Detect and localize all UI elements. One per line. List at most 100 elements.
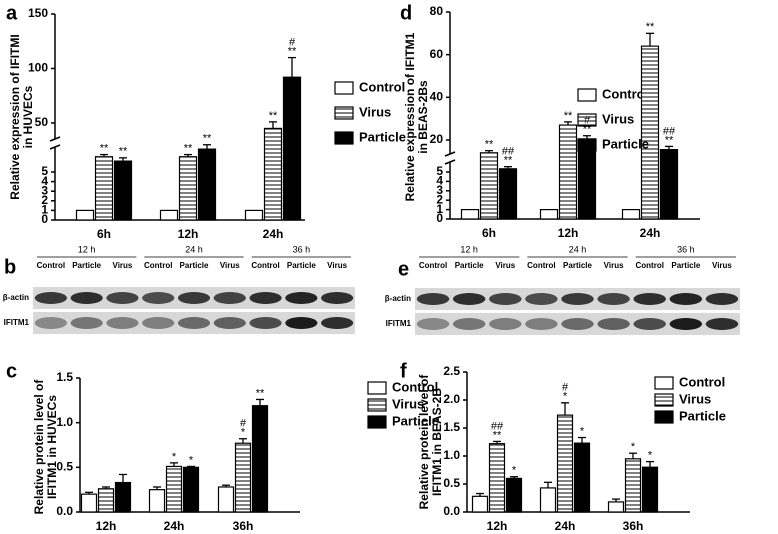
significance-mark: **: [203, 133, 212, 145]
legend-swatch: [654, 393, 674, 407]
blot-lane-label: Particle: [455, 261, 484, 270]
bar: [471, 495, 489, 513]
y-axis-label: Relative protein level of: [417, 374, 431, 510]
legend-label: Control: [392, 379, 438, 394]
blot-lane-label: Control: [636, 261, 664, 270]
blot-band: [142, 317, 175, 329]
significance-mark: **: [269, 110, 278, 122]
bar: [178, 156, 198, 221]
axis-break: [49, 136, 61, 142]
legend-swatch: [577, 138, 597, 152]
x-tick-label: 12h: [96, 519, 117, 533]
bar: [148, 489, 166, 513]
blot-band: [249, 317, 282, 329]
bar: [488, 443, 506, 513]
error-bar: [544, 481, 552, 488]
y-tick-label: 60: [430, 47, 444, 61]
error-bar: [578, 436, 586, 444]
blot-band: [321, 317, 354, 329]
error-bar: [583, 135, 591, 139]
y-tick-label: 3: [436, 183, 443, 197]
significance-mark: **: [665, 134, 674, 146]
blot-band: [106, 317, 139, 329]
error-bar: [612, 498, 620, 502]
y-tick-label: 4: [436, 174, 443, 188]
error-bar: [256, 398, 264, 406]
legend-label: Virus: [602, 111, 634, 126]
bar: [621, 209, 641, 220]
error-bar: [239, 438, 247, 444]
significance-mark: #: [240, 418, 247, 430]
blot-band: [633, 318, 666, 330]
blot-band: [669, 318, 703, 330]
bar: [573, 442, 591, 513]
y-tick-label: 2.5: [443, 364, 460, 378]
error-bar: [119, 157, 127, 162]
blot-band: [489, 318, 522, 330]
x-tick-label: 24h: [164, 519, 185, 533]
y-tick-label: 1.5: [56, 370, 73, 384]
bar: [607, 501, 625, 513]
error-bar: [203, 144, 211, 150]
blot-band: [705, 318, 739, 330]
bar: [80, 493, 98, 513]
y-tick-label: 1.5: [443, 420, 460, 434]
blot-group-label: 36 h: [293, 244, 311, 254]
legend-swatch: [334, 81, 354, 95]
blot-lane-label: Virus: [113, 261, 133, 270]
bar: [94, 156, 114, 221]
bar: [539, 209, 559, 220]
blot-band: [177, 292, 211, 304]
blot-band: [561, 318, 594, 330]
blot-band: [633, 293, 666, 305]
axis-break: [444, 159, 456, 165]
blot-band: [597, 318, 630, 330]
blot-band: [177, 317, 211, 329]
y-tick-label: 5: [436, 164, 443, 178]
bar: [114, 481, 132, 513]
error-bar: [646, 32, 654, 47]
y-axis-label: in HUVECs: [21, 85, 35, 148]
blot-band: [285, 292, 318, 304]
y-tick-label: 1.0: [443, 448, 460, 462]
x-tick-label: 24h: [555, 519, 576, 533]
legend-swatch: [334, 131, 354, 145]
error-bar: [85, 491, 93, 495]
blot-band: [452, 318, 486, 330]
blot-lane-label: Control: [251, 261, 279, 270]
legend-label: Particle: [602, 136, 649, 151]
error-bar: [184, 153, 192, 157]
blot-lane-label: Virus: [220, 261, 240, 270]
error-bar: [665, 145, 673, 150]
x-tick-label: 24h: [263, 227, 284, 241]
error-bar: [561, 402, 569, 416]
y-tick-label: 1: [436, 202, 443, 216]
blot-lane-label: Particle: [563, 261, 592, 270]
legend-label: Control: [679, 374, 725, 389]
x-tick-label: 6h: [97, 227, 111, 241]
blot-band: [142, 292, 175, 304]
y-axis-label: Relative protein level of: [32, 379, 46, 515]
y-axis-label: in BEAS-2Bs: [416, 80, 430, 154]
significance-mark: **: [485, 139, 494, 151]
significance-mark: **: [583, 124, 592, 136]
y-tick-label: 0.5: [56, 460, 73, 474]
error-bar: [485, 150, 493, 153]
axis-break: [49, 144, 61, 150]
error-bar: [222, 484, 230, 487]
bar: [197, 148, 217, 221]
blot-lane-label: Particle: [287, 261, 316, 270]
blot-row-label: β-actin: [3, 293, 29, 302]
y-axis-label: Relative expression of IFITM1: [403, 32, 417, 201]
legend-label: Virus: [679, 391, 711, 406]
significance-mark: *: [580, 425, 585, 437]
bar: [282, 76, 302, 221]
significance-mark: *: [631, 441, 636, 453]
bar: [624, 458, 642, 513]
y-tick-label: 80: [430, 4, 444, 18]
error-bar: [493, 440, 501, 444]
panel-label: b: [4, 256, 16, 278]
significance-mark: ##: [663, 125, 676, 137]
panel-label: a: [6, 2, 18, 24]
